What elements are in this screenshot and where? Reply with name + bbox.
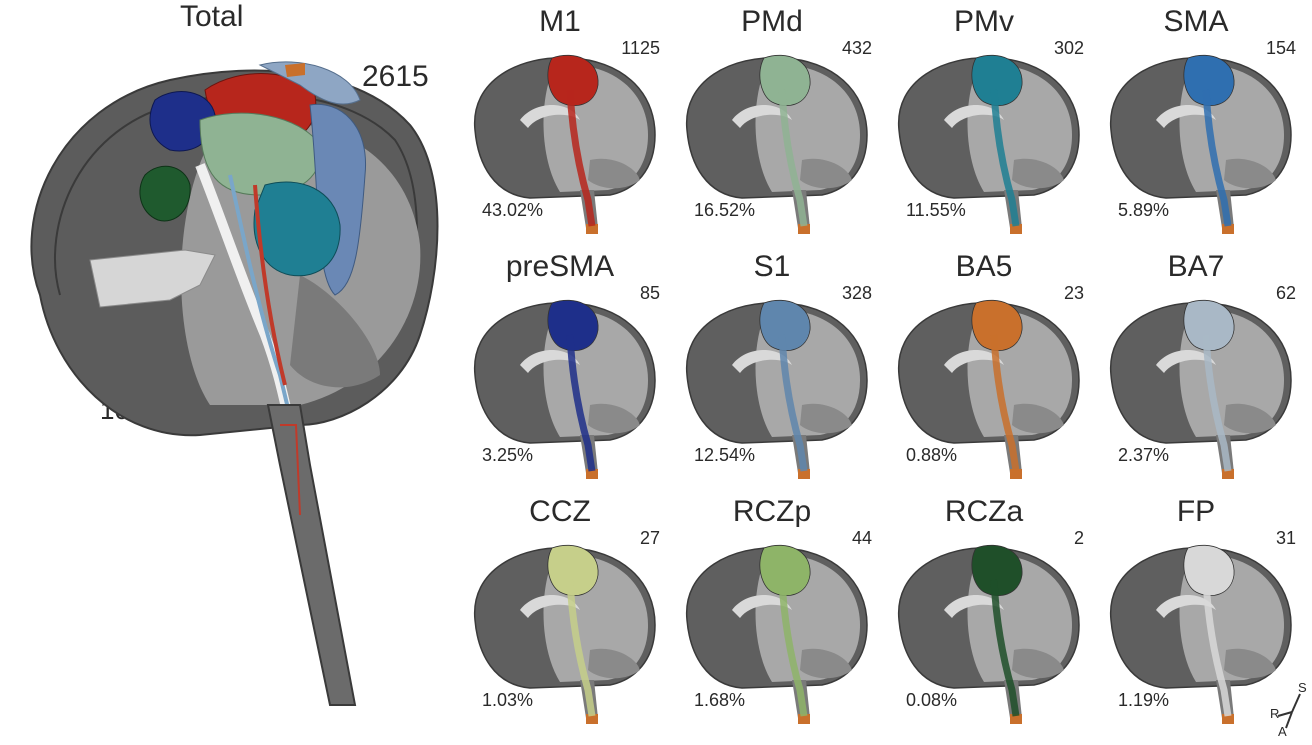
total-count: 2615 xyxy=(362,60,429,93)
region-blob-ba5 xyxy=(971,299,1023,351)
region-tract-rczp xyxy=(778,579,808,717)
region-blob-ba7 xyxy=(1183,299,1235,351)
panel-percent-presma: 3.25% xyxy=(482,445,534,465)
panel-brain-ba5 xyxy=(898,299,1080,479)
panel-brain-pmd xyxy=(686,54,868,234)
panel-brain-sma xyxy=(1110,54,1292,234)
region-tract-pmd xyxy=(778,89,808,227)
panel-title-presma: preSMA xyxy=(505,250,615,283)
region-blob-presma xyxy=(547,299,599,351)
region-blob-pmd xyxy=(759,54,811,106)
panel-brain-s1 xyxy=(686,299,868,479)
panel-percent-ccz: 1.03% xyxy=(482,690,534,710)
panel-percent-ba5: 0.88% xyxy=(906,445,958,465)
panel-title-m1: M1 xyxy=(539,5,581,38)
right-label: R xyxy=(1270,706,1280,721)
region-blob-sma xyxy=(1183,54,1235,106)
panel-title-ccz: CCZ xyxy=(529,495,591,528)
panel-count-fp: 31 xyxy=(1275,528,1296,548)
panel-percent-sma: 5.89% xyxy=(1118,200,1170,220)
panel-title-s1: S1 xyxy=(753,250,791,283)
panel-percent-pmv: 11.55% xyxy=(906,200,966,220)
panel-title-ba5: BA5 xyxy=(955,250,1013,283)
panel-brain-m1 xyxy=(474,54,656,234)
panel-percent-rcza: 0.08% xyxy=(906,690,958,710)
panel-percent-m1: 43.02% xyxy=(482,200,544,220)
anterior-label: A xyxy=(1278,724,1287,739)
total-brain-render xyxy=(30,61,439,706)
panel-title-rczp: RCZp xyxy=(732,495,812,528)
region-blob-rcza xyxy=(971,544,1023,596)
region-tract-ccz xyxy=(566,579,596,717)
panel-brain-fp xyxy=(1110,544,1292,724)
panel-count-presma: 85 xyxy=(639,283,660,303)
panel-brain-presma xyxy=(474,299,656,479)
panel-count-pmv: 302 xyxy=(1053,38,1084,58)
panel-title-pmd: PMd xyxy=(741,5,803,38)
panel-brain-rczp xyxy=(686,544,868,724)
panel-brain-ccz xyxy=(474,544,656,724)
panel-title-pmv: PMv xyxy=(954,5,1014,38)
region-tract-fp xyxy=(1202,579,1232,717)
panel-percent-s1: 12.54% xyxy=(694,445,756,465)
region-blob-ccz xyxy=(547,544,599,596)
panel-count-rczp: 44 xyxy=(851,528,872,548)
region-tract-s1 xyxy=(778,334,808,472)
superior-label: S xyxy=(1298,680,1307,695)
panel-count-sma: 154 xyxy=(1265,38,1296,58)
panel-brain-rcza xyxy=(898,544,1080,724)
panel-count-ba7: 62 xyxy=(1275,283,1296,303)
region-tract-sma xyxy=(1202,89,1232,227)
region-blob-m1 xyxy=(547,54,599,106)
panel-count-ba5: 23 xyxy=(1063,283,1084,303)
region-tract-m1 xyxy=(566,89,596,227)
region-blob-pmv xyxy=(971,54,1023,106)
region-tract-pmv xyxy=(990,89,1020,227)
panel-count-ccz: 27 xyxy=(639,528,660,548)
panel-title-sma: SMA xyxy=(1163,5,1229,38)
panel-brain-pmv xyxy=(898,54,1080,234)
panel-count-pmd: 432 xyxy=(841,38,872,58)
panel-brain-ba7 xyxy=(1110,299,1292,479)
panel-count-rcza: 2 xyxy=(1073,528,1084,548)
region-tract-ba7 xyxy=(1202,334,1232,472)
orientation-axes: S R A xyxy=(1270,680,1310,742)
region-tract-rcza xyxy=(990,579,1020,717)
panel-percent-pmd: 16.52% xyxy=(694,200,756,220)
region-blob-s1 xyxy=(759,299,811,351)
panel-title-fp: FP xyxy=(1176,495,1216,528)
region-blob-fp xyxy=(1183,544,1235,596)
region-tract-presma xyxy=(566,334,596,472)
panel-percent-rczp: 1.68% xyxy=(694,690,746,710)
panel-percent-fp: 1.19% xyxy=(1118,690,1170,710)
panel-count-s1: 328 xyxy=(841,283,872,303)
region-blob-rczp xyxy=(759,544,811,596)
panel-title-ba7: BA7 xyxy=(1167,250,1225,283)
panel-percent-ba7: 2.37% xyxy=(1118,445,1170,465)
panel-title-rcza: RCZa xyxy=(944,495,1024,528)
total-title: Total xyxy=(180,0,244,33)
panel-count-m1: 1125 xyxy=(621,38,660,58)
region-tract-ba5 xyxy=(990,334,1020,472)
